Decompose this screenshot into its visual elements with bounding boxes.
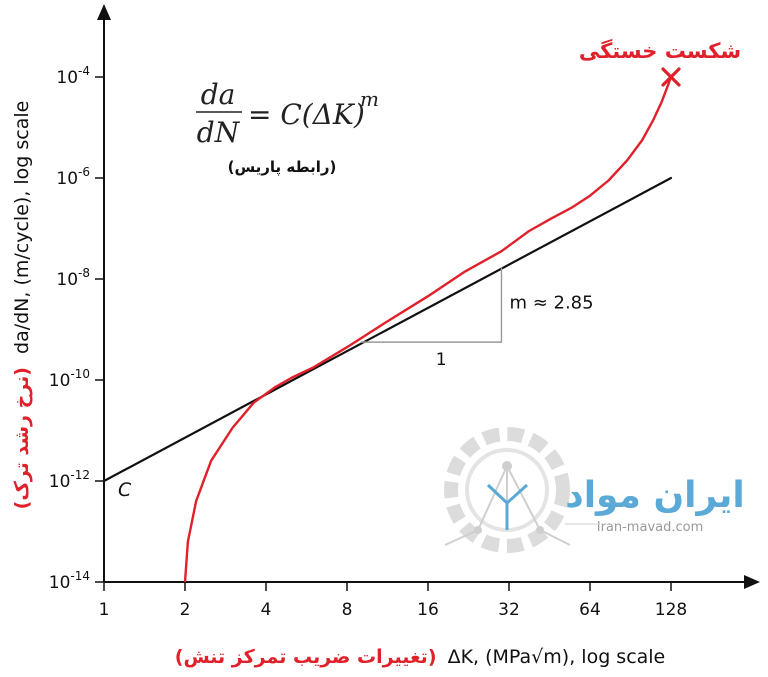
equation-label: (رابطه پاریس) — [228, 158, 337, 177]
watermark-logo: ایران مواد Iran-mavad.com — [444, 427, 745, 553]
y-axis-title-en: da/dN, (m/cycle), log scale — [11, 101, 33, 354]
watermark-site: Iran-mavad.com — [597, 520, 704, 535]
y-tick-base: 10 — [49, 472, 71, 492]
axes — [97, 4, 760, 589]
y-tick-label: 10-6 — [56, 165, 90, 189]
y-tick-label: 10-14 — [49, 569, 90, 593]
y-axis-arrow-icon — [97, 4, 111, 20]
x-tick-label: 8 — [342, 600, 353, 620]
slope-run-label: 1 — [436, 350, 447, 370]
molecule-icon — [444, 465, 571, 546]
x-tick-label: 1 — [99, 600, 110, 620]
slope-triangle: 1 — [360, 266, 503, 370]
y-tick-label: 10-4 — [56, 64, 90, 88]
x-axis-title-en: ΔK, (MPa√m), log scale — [448, 646, 666, 668]
y-tick-base: 10 — [56, 270, 78, 290]
equation-exponent: m — [360, 87, 379, 111]
y-tick-exponent: -8 — [78, 266, 90, 280]
crack-growth-curve — [183, 75, 673, 582]
gear-icon — [444, 427, 570, 553]
x-tick-label: 4 — [261, 600, 272, 620]
slope-m-label: m ≈ 2.85 — [509, 293, 593, 314]
y-tick-label: 10-10 — [49, 367, 90, 391]
y-tick-exponent: -6 — [78, 165, 90, 179]
y-tick-base: 10 — [56, 68, 78, 88]
equation-rhs: = C(ΔK) — [248, 98, 365, 131]
x-axis-title: (تغییرات ضریب تمرکز تنش) ΔK, (MPa√m), lo… — [175, 646, 666, 668]
y-tick-exponent: -10 — [70, 367, 90, 381]
paris-law-line — [102, 176, 673, 483]
atom-dot-icon — [502, 461, 512, 471]
y-tick-base: 10 — [49, 573, 71, 593]
slope-triangle-legs — [360, 266, 503, 343]
c-intercept-label: C — [118, 479, 132, 501]
watermark-name: ایران مواد — [565, 475, 745, 516]
y-tick-exponent: -4 — [78, 64, 90, 78]
y-tick-label: 10-12 — [49, 468, 90, 492]
x-tick-label: 128 — [655, 600, 687, 620]
atom-dot-icon — [536, 526, 544, 534]
x-tick-label: 16 — [417, 600, 439, 620]
paris-equation: da dN = C(ΔK) m (رابطه پاریس) — [196, 78, 379, 177]
atom-dot-icon — [474, 526, 482, 534]
x-axis-title-fa: (تغییرات ضریب تمرکز تنش) — [175, 646, 437, 668]
y-axis-title-fa: (نرخ رشد ترک) — [11, 367, 33, 509]
y-tick-exponent: -12 — [70, 468, 90, 482]
fracture-label: شکست خستگی — [579, 38, 741, 63]
fracture-marker-icon — [661, 67, 681, 87]
x-axis-arrow-icon — [744, 575, 760, 589]
x-ticks: 1 2 4 8 16 32 64 128 — [99, 582, 687, 620]
series-layer — [102, 75, 673, 582]
equation-dN: dN — [197, 116, 241, 149]
y-tick-exponent: -14 — [70, 569, 90, 583]
y-junction-icon — [486, 483, 529, 530]
y-tick-label: 10-8 — [56, 266, 90, 290]
y-tick-base: 10 — [56, 169, 78, 189]
x-tick-label: 64 — [579, 600, 601, 620]
fracture-x-icon — [661, 67, 681, 87]
y-axis-title: (نرخ رشد ترک) da/dN, (m/cycle), log scal… — [11, 101, 33, 510]
y-tick-base: 10 — [49, 371, 71, 391]
x-tick-label: 32 — [498, 600, 520, 620]
x-tick-label: 2 — [180, 600, 191, 620]
equation-da: da — [201, 78, 236, 111]
